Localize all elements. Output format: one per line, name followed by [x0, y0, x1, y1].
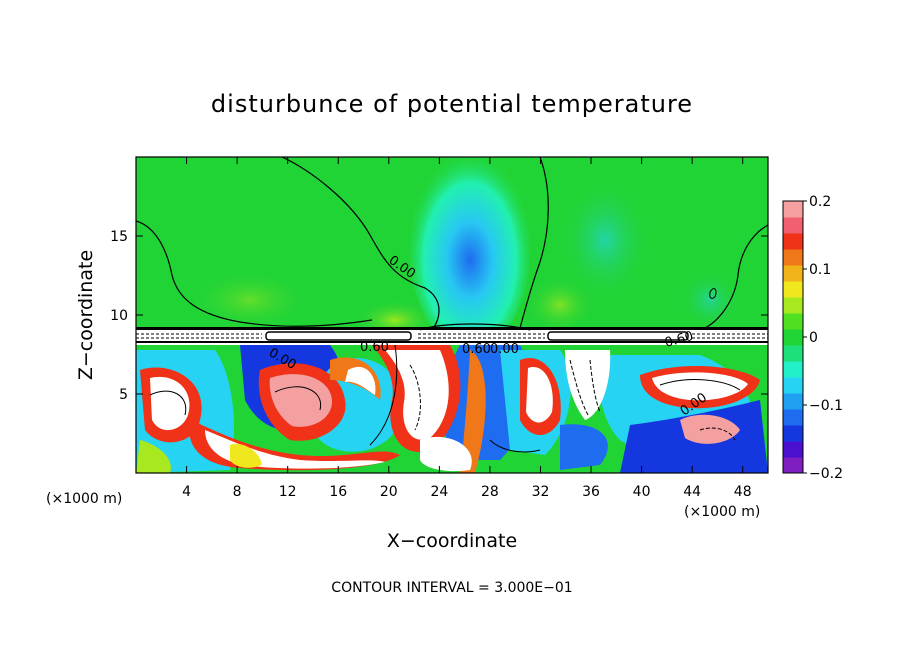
x-axis: 4 8 12 16 20 24 28 32 36 40 44 48 [182, 157, 752, 500]
x-tick-label: 20 [380, 484, 398, 500]
colorbar-swatch [783, 281, 803, 298]
contour-label: 0.60 [360, 340, 389, 355]
interface-band [136, 323, 768, 345]
colorbar-swatch [783, 425, 803, 442]
colorbar-swatch [783, 361, 803, 378]
colorbar-tick-label: 0 [809, 330, 818, 346]
colorbar-swatch [783, 233, 803, 250]
lower-field [136, 345, 768, 473]
x-tick-label: 48 [734, 484, 752, 500]
chart-title: disturbunce of potential temperature [211, 90, 693, 118]
x-unit-left: (×1000 m) [46, 491, 122, 507]
colorbar-swatch [783, 441, 803, 458]
colorbar-swatch [783, 345, 803, 362]
x-tick-label: 16 [329, 484, 347, 500]
x-tick-label: 40 [633, 484, 651, 500]
x-tick-label: 28 [481, 484, 499, 500]
colorbar-tick-label: 0.1 [809, 262, 831, 278]
x-unit-right: (×1000 m) [684, 504, 760, 520]
y-axis-label: Z−coordinate [75, 250, 97, 380]
x-tick-label: 4 [182, 484, 191, 500]
x-tick-label: 24 [430, 484, 448, 500]
upper-field [136, 157, 768, 345]
colorbar-swatch [783, 329, 803, 346]
colorbar-swatch [783, 409, 803, 426]
x-tick-label: 32 [532, 484, 550, 500]
colorbar-swatch [783, 217, 803, 234]
colorbar-swatch [783, 393, 803, 410]
colorbar-swatch [783, 201, 803, 218]
x-tick-label: 36 [582, 484, 600, 500]
colorbar-tick-label: 0.2 [809, 194, 831, 210]
x-tick-label: 12 [279, 484, 297, 500]
colorbar [783, 201, 803, 474]
colorbar-swatch [783, 313, 803, 330]
colorbar-swatch [783, 377, 803, 394]
x-tick-label: 8 [233, 484, 242, 500]
y-tick-label: 15 [110, 229, 128, 245]
colorbar-ticks: 0.2 0.1 0 −0.1 −0.2 [803, 194, 843, 482]
contour-label: 0.00 [490, 342, 519, 357]
contour-label: 0.60 [462, 342, 491, 357]
x-axis-label: X−coordinate [387, 530, 517, 552]
x-tick-label: 44 [683, 484, 701, 500]
colorbar-tick-label: −0.1 [809, 398, 843, 414]
colorbar-swatch [783, 265, 803, 282]
y-tick-label: 10 [110, 308, 128, 324]
y-axis: 5 10 15 [110, 229, 768, 403]
contour-interval-note: CONTOUR INTERVAL = 3.000E−01 [331, 580, 572, 596]
colorbar-swatch [783, 457, 803, 474]
y-tick-label: 5 [119, 387, 128, 403]
contour-label: 0.60 [663, 329, 695, 351]
colorbar-swatch [783, 297, 803, 314]
colorbar-tick-label: −0.2 [809, 466, 843, 482]
colorbar-swatch [783, 249, 803, 266]
